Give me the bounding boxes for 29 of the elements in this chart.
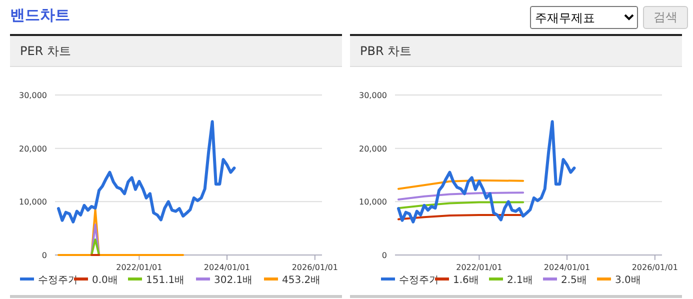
legend-label: 수정주가: [38, 275, 78, 286]
legend-label: 0.0배: [92, 275, 118, 286]
legend-label: 수정주가: [399, 275, 439, 286]
legend-label: 453.2배: [282, 275, 321, 286]
x-tick-label: 2026/01/01: [292, 263, 338, 272]
x-tick-label: 2022/01/01: [456, 263, 502, 272]
y-tick-label: 20,000: [359, 144, 387, 154]
y-tick-label: 30,000: [359, 91, 387, 100]
y-tick-label: 30,000: [19, 91, 47, 100]
chart-title: PBR 차트: [350, 36, 682, 67]
text: 검색: [643, 6, 688, 29]
x-tick-label: 2024/01/01: [204, 263, 250, 272]
x-tick-label: 2024/01/01: [544, 263, 590, 272]
y-tick-label: 10,000: [19, 198, 47, 207]
y-tick-label: 10,000: [359, 198, 387, 207]
legend-label: 1.6배: [453, 275, 479, 286]
y-tick-label: 20,000: [19, 144, 47, 154]
text: 밴드차트: [10, 6, 70, 25]
x-tick-label: 2026/01/01: [632, 263, 678, 272]
legend-label: 2.5배: [561, 275, 587, 286]
y-tick-label: 0: [382, 251, 387, 260]
chart-title: PER 차트: [10, 36, 342, 67]
x-tick-label: 2022/01/01: [116, 263, 162, 272]
legend-label: 2.1배: [507, 275, 533, 286]
legend-label: 302.1배: [214, 275, 253, 286]
text: 주재무제표: [530, 6, 638, 29]
legend-label: 3.0배: [615, 275, 641, 286]
y-tick-label: 0: [42, 251, 47, 260]
legend-label: 151.1배: [146, 275, 185, 286]
